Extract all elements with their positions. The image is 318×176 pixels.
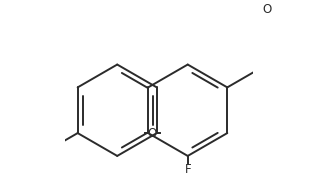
Text: O: O <box>262 3 272 16</box>
Text: F: F <box>184 163 191 176</box>
Text: O: O <box>148 127 157 140</box>
